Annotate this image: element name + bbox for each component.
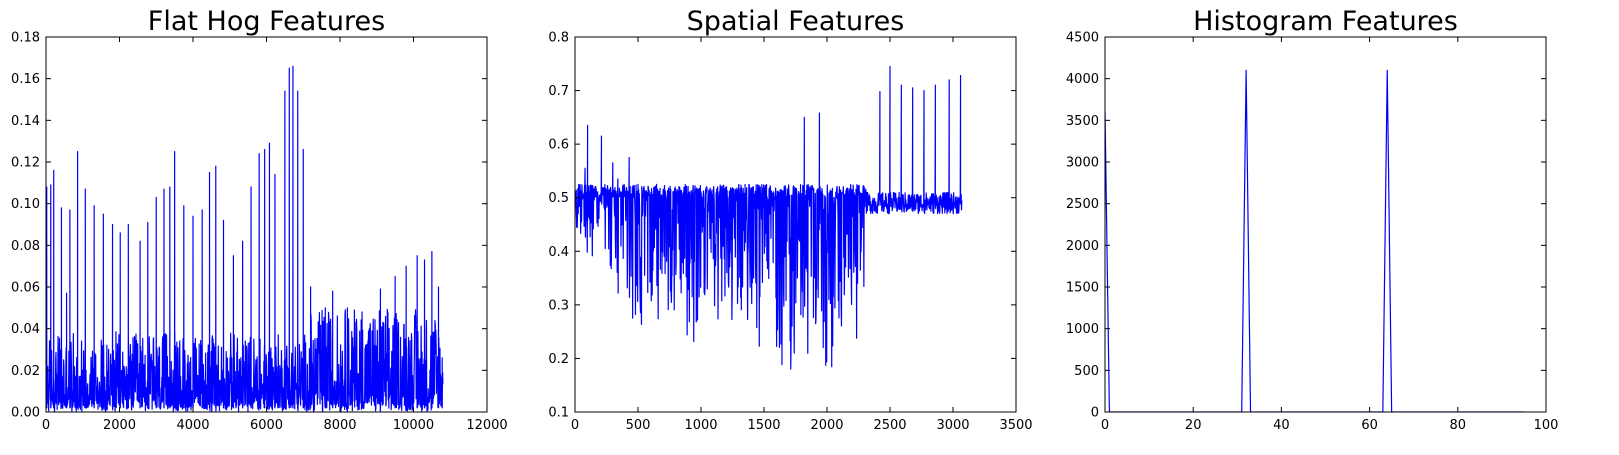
x-tick-label: 2000 (103, 418, 136, 433)
plot-frame (574, 36, 1017, 413)
y-tick-label: 0.00 (11, 406, 40, 421)
x-tick-label: 10000 (393, 418, 434, 433)
x-tick-label: 2500 (873, 418, 906, 433)
x-tick-label: 1000 (684, 418, 717, 433)
x-tick-label: 2000 (810, 418, 843, 433)
y-tick-label: 0.1 (548, 406, 569, 421)
x-tick-label: 3500 (999, 418, 1032, 433)
y-tick-label: 4500 (1066, 31, 1099, 46)
x-tick-label: 60 (1361, 418, 1378, 433)
chart-title: Flat Hog Features (148, 6, 385, 37)
y-tick-label: 0.04 (11, 322, 40, 337)
y-tick-label: 0.02 (11, 364, 40, 379)
y-tick-label: 0.08 (11, 239, 40, 254)
x-tick-label: 40 (1273, 418, 1290, 433)
y-tick-label: 0.16 (11, 72, 40, 87)
x-tick-label: 12000 (466, 418, 507, 433)
y-tick-label: 0.2 (548, 352, 569, 367)
x-tick-label: 20 (1185, 418, 1202, 433)
y-tick-label: 3000 (1066, 156, 1099, 171)
x-tick-label: 6000 (250, 418, 283, 433)
y-tick-label: 0.4 (548, 245, 569, 260)
y-tick-label: 500 (1074, 364, 1099, 379)
y-tick-label: 0.5 (548, 191, 569, 206)
y-tick-label: 2500 (1066, 197, 1099, 212)
y-tick-label: 0.10 (11, 197, 40, 212)
x-tick-label: 80 (1450, 418, 1467, 433)
x-tick-label: 500 (626, 418, 651, 433)
y-tick-label: 3500 (1066, 114, 1099, 129)
y-tick-label: 4000 (1066, 72, 1099, 87)
flat-hog-chart: Flat Hog Features 0 2000 4000 6000 8000 10000 1… (11, 6, 508, 433)
x-tick-label: 0 (1101, 418, 1109, 433)
chart-title: Histogram Features (1193, 6, 1458, 37)
spatial-chart: Spatial Features 0 500 1000 1500 2000 2500 3000… (548, 6, 1032, 433)
chart-title: Spatial Features (687, 6, 905, 37)
x-tick-label: 4000 (176, 418, 209, 433)
y-tick-label: 0.8 (548, 31, 569, 46)
x-tick-label: 1500 (747, 418, 780, 433)
x-tick-label: 100 (1534, 418, 1559, 433)
y-tick-label: 1500 (1066, 281, 1099, 296)
series-line (575, 65, 963, 370)
series-line (1105, 69, 1524, 412)
y-tick-label: 0.12 (11, 156, 40, 171)
y-tick-label: 1000 (1066, 322, 1099, 337)
x-tick-label: 0 (42, 418, 50, 433)
y-tick-label: 0.14 (11, 114, 40, 129)
y-tick-label: 0.18 (11, 31, 40, 46)
y-tick-label: 0.06 (11, 281, 40, 296)
y-tick-label: 0.3 (548, 298, 569, 313)
y-tick-label: 0 (1091, 406, 1099, 421)
x-tick-label: 0 (571, 418, 579, 433)
y-tick-label: 0.7 (548, 84, 569, 99)
y-tick-label: 0.6 (548, 138, 569, 153)
plot-frame (1104, 36, 1547, 413)
y-tick-label: 2000 (1066, 239, 1099, 254)
x-tick-label: 8000 (323, 418, 356, 433)
x-tick-label: 3000 (936, 418, 969, 433)
series-line (46, 65, 444, 412)
